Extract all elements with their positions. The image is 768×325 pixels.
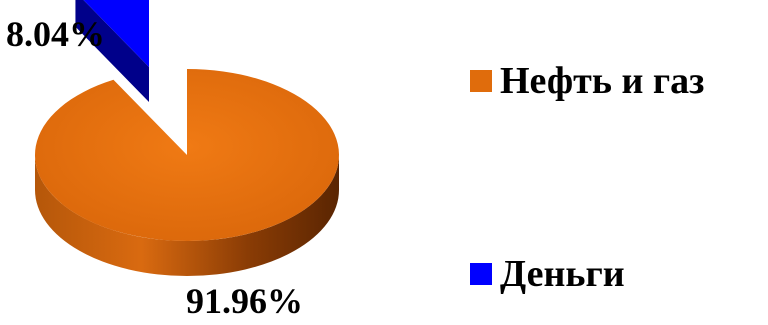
pie-slice-oil-gas xyxy=(34,69,339,276)
legend-item-money: Деньги xyxy=(470,255,625,293)
pie-slice-money-cut xyxy=(75,0,149,102)
pie-slice-oil-gas-top xyxy=(34,69,339,241)
legend-swatch-oil-gas xyxy=(470,70,492,92)
pie-slice-money-top xyxy=(83,0,149,67)
legend-label-money: Деньги xyxy=(500,253,625,295)
slice-label-oil-gas: 91.96% xyxy=(186,281,303,321)
slice-label-money: 8.04% xyxy=(6,14,105,54)
pie-slice-oil-gas-side xyxy=(35,155,339,276)
legend-swatch-money xyxy=(470,263,492,285)
legend-label-oil-gas: Нефть и газ xyxy=(500,60,705,102)
legend-item-oil-gas: Нефть и газ xyxy=(470,62,704,100)
pie-slice-money xyxy=(75,0,149,102)
legend: Нефть и газ Деньги xyxy=(470,0,768,320)
